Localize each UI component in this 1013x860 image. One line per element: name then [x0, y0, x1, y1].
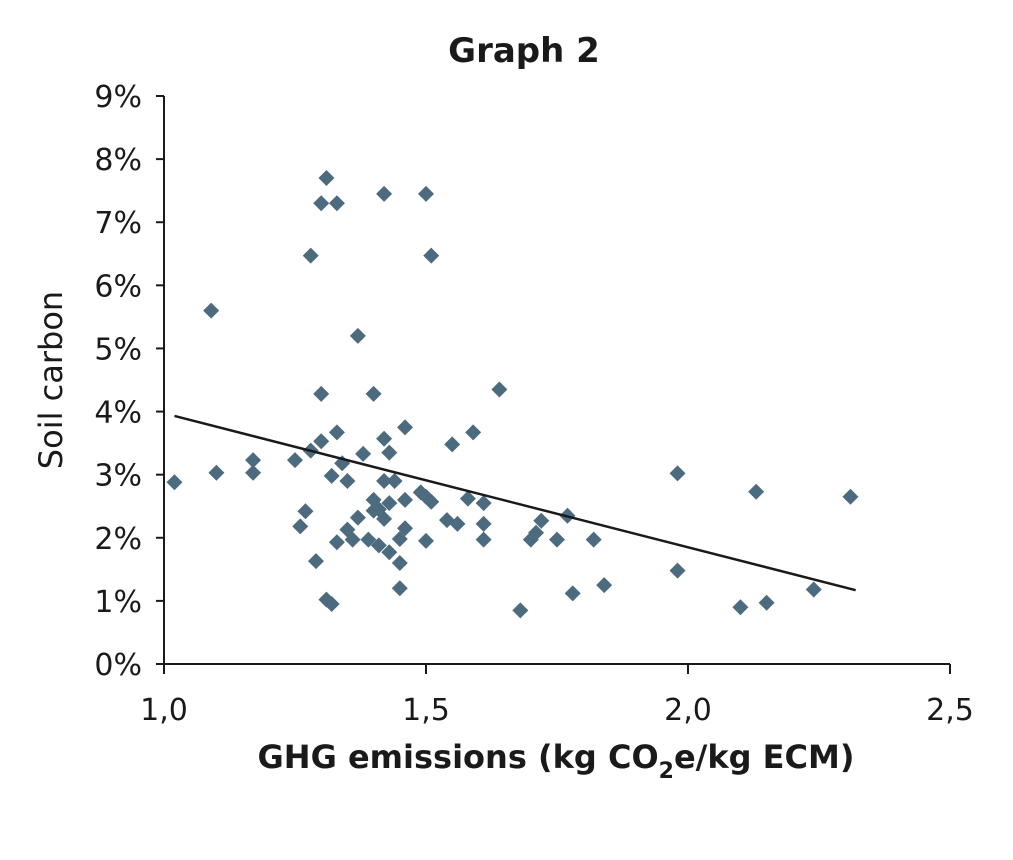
data-point	[328, 534, 345, 551]
trend-line	[174, 414, 856, 592]
data-point	[596, 577, 613, 594]
y-tick-label: 6%	[94, 269, 142, 304]
data-point	[444, 436, 461, 453]
data-point	[459, 490, 476, 507]
data-point	[365, 385, 382, 402]
data-point	[391, 555, 408, 572]
x-tick-label: 2,0	[664, 693, 712, 728]
data-point	[313, 385, 330, 402]
y-tick-label: 3%	[94, 459, 142, 494]
data-point	[302, 247, 319, 264]
x-axis-label-sub: 2	[659, 759, 674, 784]
data-point	[842, 488, 859, 505]
data-point	[512, 602, 529, 619]
data-point	[381, 444, 398, 461]
data-point	[381, 544, 398, 561]
data-point	[203, 302, 220, 319]
data-point	[549, 531, 565, 548]
data-point	[418, 532, 434, 549]
data-point	[423, 247, 440, 264]
x-axis-label-post: e/kg ECM)	[674, 738, 855, 776]
data-point	[564, 585, 581, 602]
data-point	[805, 581, 822, 598]
data-point	[758, 594, 775, 611]
x-axis-label: GHG emissions (kg CO2e/kg ECM)	[258, 738, 855, 784]
data-point	[166, 474, 183, 491]
data-point	[370, 537, 387, 554]
data-point	[328, 424, 345, 441]
data-point	[355, 445, 372, 462]
x-axis-label-pre: GHG emissions (kg CO	[258, 738, 659, 776]
y-tick-label: 5%	[94, 332, 142, 367]
data-point	[328, 195, 345, 212]
data-point	[318, 170, 335, 187]
y-tick-label: 0%	[94, 648, 142, 683]
y-tick-label: 4%	[94, 396, 142, 431]
data-point	[465, 424, 482, 441]
x-tick-label: 1,0	[140, 693, 188, 728]
x-axis-ticks: 1,0 1,5 2,0 2,5	[140, 664, 974, 728]
data-point	[475, 515, 492, 532]
data-point	[349, 509, 366, 526]
data-point	[370, 501, 387, 518]
data-point	[313, 195, 330, 212]
data-points	[166, 170, 859, 619]
data-point	[449, 515, 466, 532]
x-tick-label: 2,5	[926, 693, 974, 728]
x-tick-label: 1,5	[402, 693, 450, 728]
data-point	[344, 531, 361, 548]
data-point	[669, 562, 686, 579]
data-point	[418, 185, 434, 202]
data-point	[669, 465, 686, 482]
data-point	[475, 495, 492, 512]
data-point	[292, 518, 309, 535]
data-point	[386, 472, 403, 489]
data-point	[732, 599, 749, 616]
y-tick-label: 1%	[94, 585, 142, 620]
y-tick-label: 9%	[94, 80, 142, 115]
data-point	[748, 483, 765, 500]
data-point	[533, 512, 550, 529]
chart-title: Graph 2	[448, 31, 600, 71]
data-point	[245, 464, 262, 481]
y-tick-label: 2%	[94, 522, 142, 557]
data-point	[376, 510, 393, 527]
data-point	[349, 327, 366, 344]
data-point	[307, 553, 324, 570]
data-point	[397, 520, 414, 537]
data-point	[528, 524, 545, 541]
y-tick-label: 7%	[94, 206, 142, 241]
data-point	[475, 531, 492, 548]
data-point	[391, 580, 408, 597]
data-point	[491, 381, 508, 398]
data-point	[381, 495, 398, 512]
data-point	[339, 472, 356, 489]
data-point	[287, 452, 303, 469]
data-point	[323, 467, 340, 484]
y-axis-ticks: 0% 1% 2% 3% 4% 5% 6% 7% 8% 9%	[94, 80, 164, 683]
data-point	[360, 531, 377, 548]
data-point	[297, 503, 314, 520]
data-point	[208, 464, 225, 481]
data-point	[397, 491, 414, 508]
data-point	[423, 493, 440, 510]
data-point	[397, 419, 414, 436]
data-point	[313, 433, 330, 450]
data-point	[376, 472, 393, 489]
y-axis-label: Soil carbon	[32, 291, 70, 469]
data-point	[376, 185, 393, 202]
data-point	[245, 452, 262, 469]
y-tick-label: 8%	[94, 143, 142, 178]
data-point	[376, 430, 393, 447]
data-point	[585, 531, 602, 548]
data-point	[323, 596, 340, 613]
